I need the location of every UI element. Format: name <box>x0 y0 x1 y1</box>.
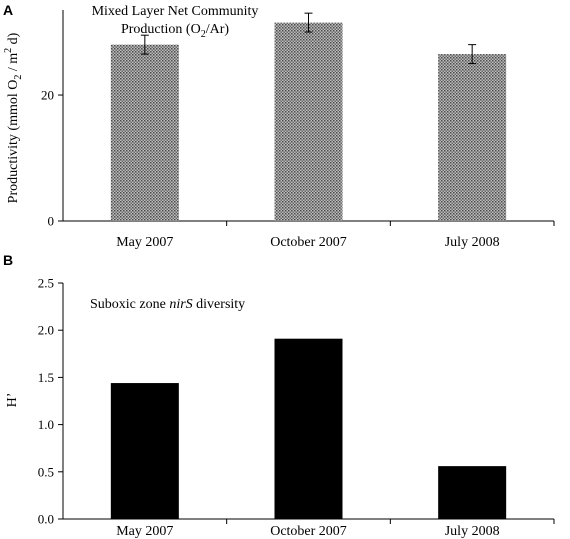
panel-b-category-label: May 2007 <box>116 524 173 539</box>
panel-a-category-label: July 2008 <box>445 235 500 250</box>
panel-a-bar <box>274 22 343 221</box>
panel-b-y-tick-label: 0.0 <box>38 512 54 527</box>
panel-b-label: B <box>3 252 13 268</box>
panel-a-label: A <box>3 2 13 18</box>
panel-b-bar <box>274 338 343 519</box>
panel-b-plot: 0.0 0.5 1.0 1.5 2.0 2.5 May 2007 October 2007 Ju… <box>38 276 555 539</box>
panel-b-annotation: Suboxic zone nirS diversity <box>90 297 245 312</box>
panel-a-plot: 0 20 May 2007 October 2007 July 2008 <box>41 10 555 250</box>
panel-a-y-tick-label: 0 <box>48 214 55 229</box>
panel-a-title-line1: Mixed Layer Net Community <box>92 4 259 19</box>
panel-b-category-label: July 2008 <box>445 524 500 539</box>
panel-a-y-tick-label: 20 <box>41 88 54 103</box>
panel-a-bar <box>438 54 507 221</box>
panel-b-y-tick-label: 2.0 <box>38 323 54 338</box>
panel-b-y-tick-label: 1.5 <box>38 370 54 385</box>
panel-a-category-label: May 2007 <box>116 235 173 250</box>
panel-b-category-label: October 2007 <box>270 524 347 539</box>
panel-b-y-tick-label: 2.5 <box>38 276 54 291</box>
panel-b-y-tick-label: 1.0 <box>38 417 54 432</box>
panel-b-y-tick-label: 0.5 <box>38 464 54 479</box>
panel-a-bar <box>110 44 179 222</box>
panel-a-title-line2: Production (O2/Ar) <box>121 22 229 40</box>
panel-b-bar <box>110 383 179 519</box>
panel-b-y-axis-label: H’ <box>5 393 20 408</box>
panel-a-y-axis-label: Productivity (mmol O2 / m2 d) <box>3 32 24 203</box>
panel-b-bar <box>438 466 507 519</box>
panel-a-category-label: October 2007 <box>270 235 347 250</box>
